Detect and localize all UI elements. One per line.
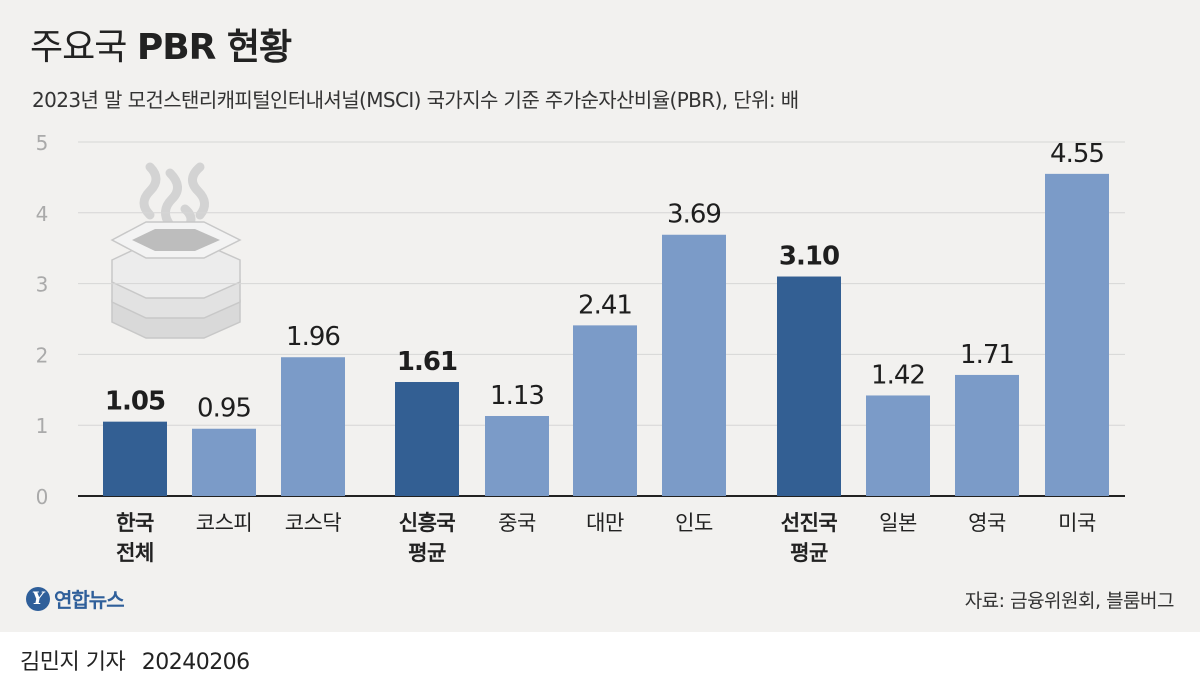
bar — [485, 415, 549, 496]
chart-panel: 주요국 PBR 현황 2023년 말 모건스탠리캐피털인터내셔널(MSCI) 국… — [0, 0, 1200, 632]
bar — [866, 395, 930, 496]
reporter-name: 김민지 기자 — [20, 650, 126, 675]
title-bold: PBR 현황 — [136, 27, 292, 68]
pot-drawing — [110, 162, 242, 339]
bar — [1045, 173, 1109, 497]
bars — [103, 173, 1109, 497]
steam-wisp — [188, 162, 209, 220]
data-label: 2.41 — [578, 290, 632, 320]
x-tick-label: 코스피 — [196, 511, 252, 535]
data-label: 0.95 — [197, 394, 251, 424]
subtitle: 2023년 말 모건스탠리캐피털인터내셔널(MSCI) 국가지수 기준 주가순자… — [32, 88, 799, 112]
data-label: 1.61 — [397, 347, 457, 377]
data-label: 3.10 — [779, 242, 839, 272]
yonhap-logo: Y 연합뉴스 — [26, 584, 125, 613]
x-tick-label: 신흥국 — [399, 511, 456, 535]
yonhap-logo-icon: Y — [26, 586, 50, 611]
x-tick-label: 전체 — [116, 541, 154, 565]
source-note: 자료: 금융위원회, 블룸버그 — [964, 590, 1175, 612]
x-tick-label: 평균 — [408, 541, 446, 565]
bar — [103, 421, 167, 496]
data-label: 1.96 — [286, 322, 340, 352]
x-tick-label: 인도 — [675, 511, 713, 535]
bar — [573, 325, 637, 496]
bar — [192, 428, 256, 496]
y-tick-label: 1 — [36, 414, 49, 438]
steam-wisp — [139, 162, 161, 220]
data-label: 3.69 — [667, 200, 721, 230]
y-tick-label: 3 — [36, 273, 49, 297]
data-label: 1.42 — [871, 360, 925, 390]
data-label: 1.13 — [490, 381, 544, 411]
bar — [662, 234, 726, 497]
x-tick-label: 코스닥 — [285, 511, 342, 535]
steam-wisp — [161, 168, 182, 230]
steaming-pot-icon — [110, 162, 242, 339]
x-tick-label: 중국 — [498, 511, 536, 535]
bar — [395, 382, 459, 496]
x-tick-label: 미국 — [1058, 511, 1096, 535]
title-light: 주요국 — [30, 27, 127, 68]
byline: 김민지 기자 20240206 — [20, 644, 250, 676]
y-tick-label: 0 — [36, 485, 49, 509]
bar — [777, 276, 841, 496]
data-label: 4.55 — [1050, 139, 1104, 169]
page-title: 주요국 PBR 현황 — [30, 18, 292, 70]
x-tick-label: 영국 — [968, 511, 1006, 535]
bar — [955, 374, 1019, 496]
y-tick-label: 4 — [36, 202, 49, 226]
yonhap-logo-text: 연합뉴스 — [54, 588, 125, 612]
x-tick-label: 선진국 — [781, 511, 838, 535]
data-label: 1.71 — [960, 340, 1014, 370]
x-tick-label: 평균 — [790, 541, 828, 565]
x-tick-label: 대만 — [586, 511, 624, 535]
data-label: 1.05 — [105, 387, 165, 417]
y-tick-label: 5 — [36, 131, 49, 155]
x-tick-label: 한국 — [116, 511, 154, 535]
pot-opening — [132, 229, 220, 251]
x-tick-label: 일본 — [879, 511, 917, 535]
y-tick-label: 2 — [36, 343, 49, 367]
publish-date: 20240206 — [141, 650, 250, 675]
bar — [281, 357, 345, 496]
